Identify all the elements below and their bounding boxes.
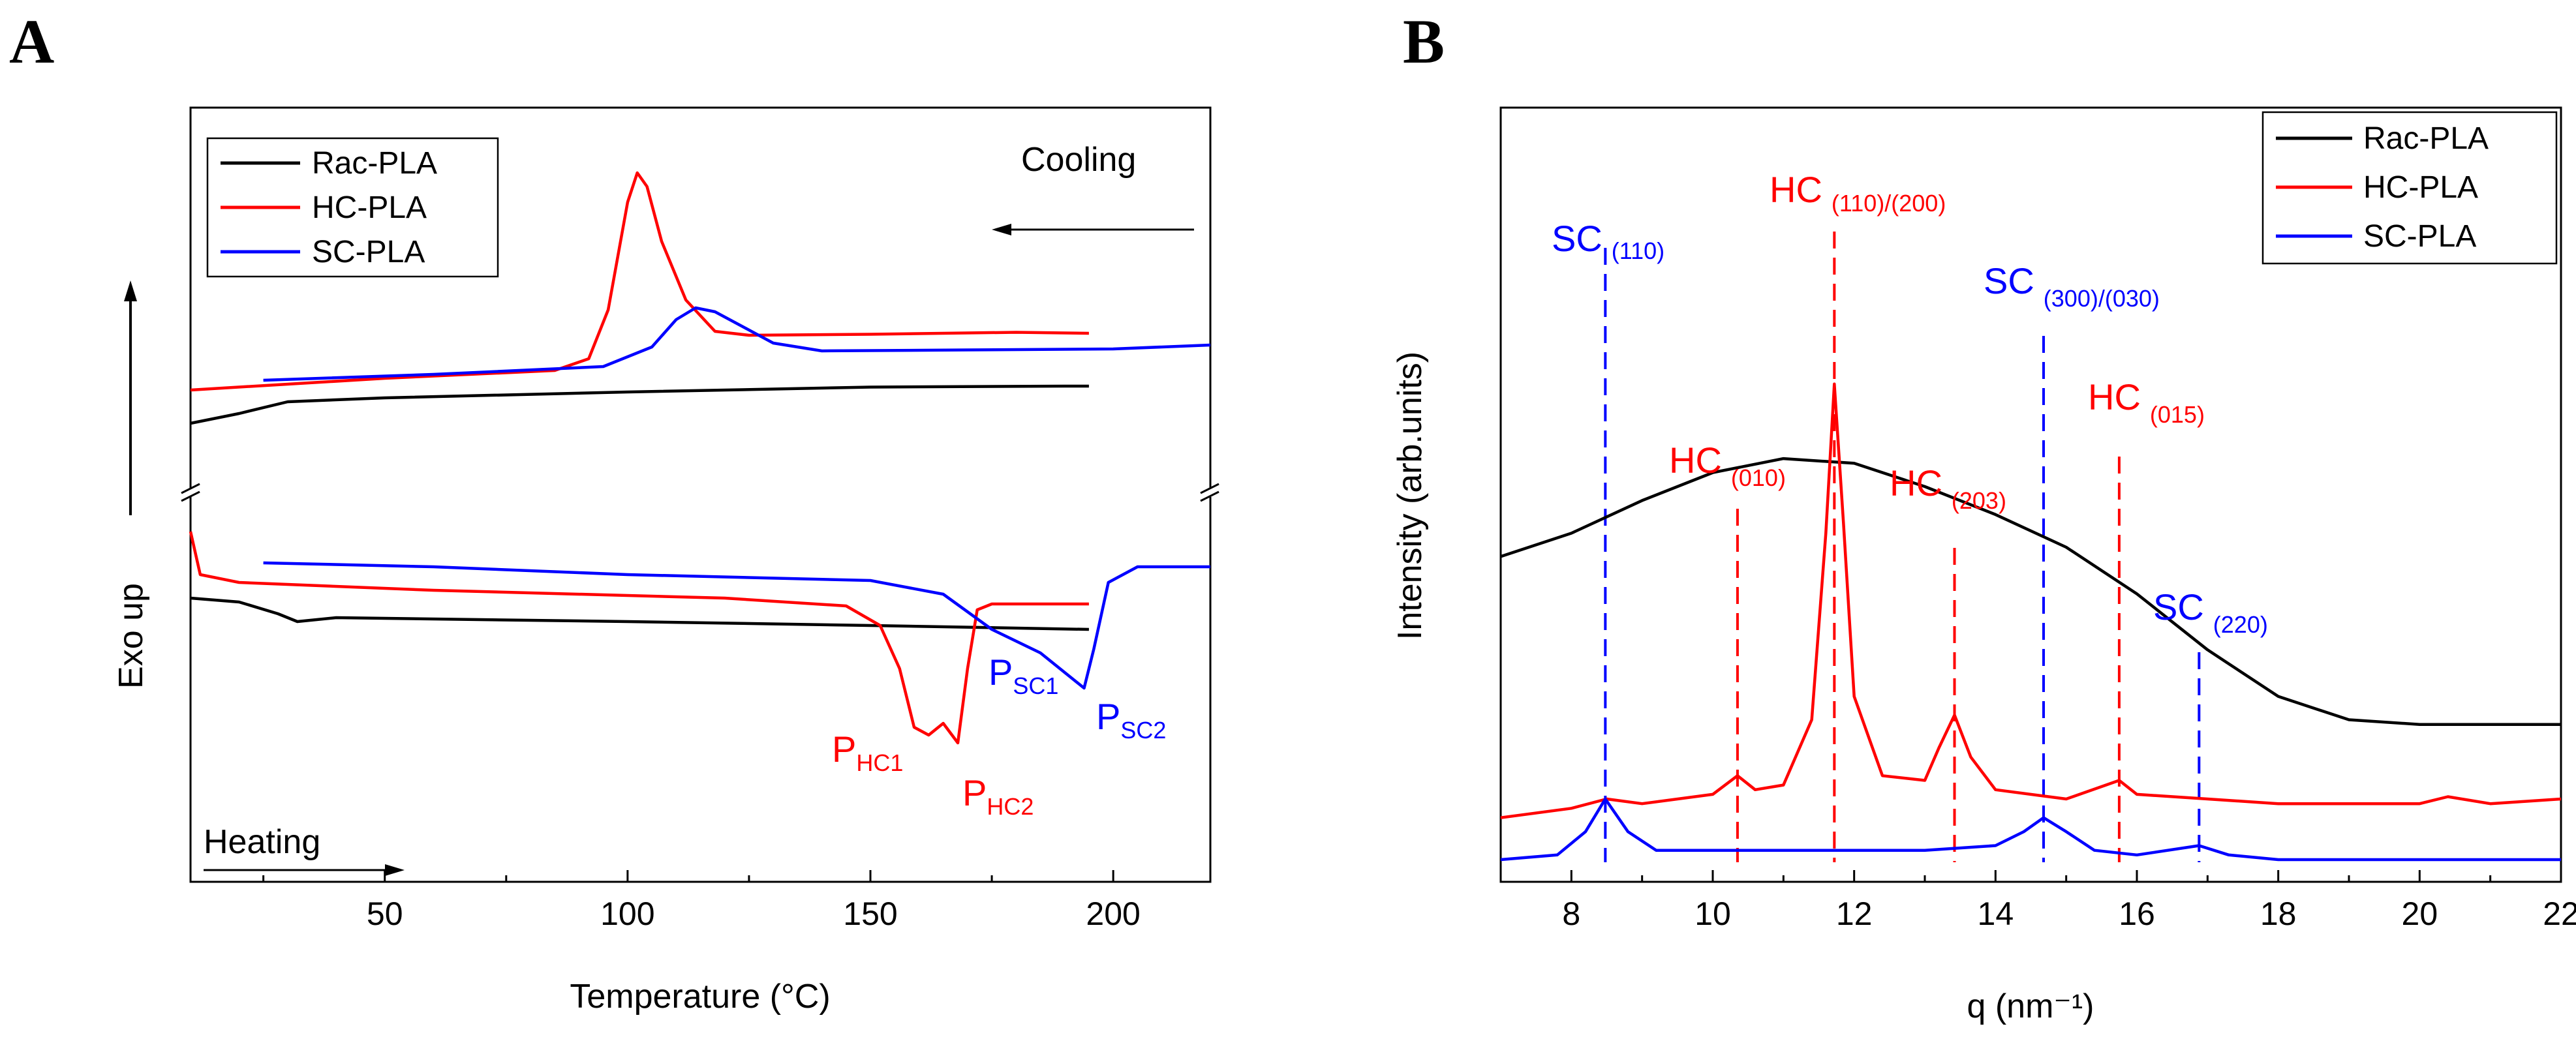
refl-label-sc-110: SC (110) — [1552, 218, 1664, 264]
x-tick-label-b-12: 12 — [1836, 896, 1873, 932]
series-b-hc-pla — [1500, 382, 2562, 819]
refl-label-hc-203: HC (203) — [1890, 462, 2006, 514]
heating-label: Heating — [204, 823, 320, 861]
x-tick-label-b-22: 22 — [2543, 896, 2576, 932]
cooling-label: Cooling — [1021, 141, 1136, 179]
panel-letter-a: A — [9, 7, 54, 76]
x-tick-label-b-10: 10 — [1694, 896, 1731, 932]
x-tick-label-b-14: 14 — [1978, 896, 2014, 932]
panel-b-reflection-markers — [1604, 232, 2201, 862]
panel-a-y-axis-title: Exo up — [112, 583, 150, 689]
peak-label-hc2: PHC2 — [962, 772, 1034, 820]
x-tick-label-a-150: 150 — [843, 896, 897, 932]
panel-b-chart: 8 10 12 14 16 18 20 22 q (nm⁻¹) Intensity (arb.… — [1391, 106, 2576, 1025]
panel-a-x-ticks: 50 100 150 200 — [262, 870, 1141, 932]
legend-b-label-rac: Rac-PLA — [2363, 121, 2489, 156]
series-b-rac-pla — [1500, 457, 2561, 726]
series-a-rac-pla-cooling — [190, 384, 1089, 425]
legend-a-label-sc: SC-PLA — [312, 235, 425, 269]
legend-a-label-rac: Rac-PLA — [312, 146, 437, 181]
panel-a-legend: Rac-PLA HC-PLA SC-PLA — [206, 137, 499, 278]
panel-b-frame — [1499, 106, 2562, 883]
x-tick-label-b-18: 18 — [2260, 896, 2297, 932]
x-tick-label-b-20: 20 — [2402, 896, 2438, 932]
x-tick-label-a-200: 200 — [1086, 896, 1140, 932]
panel-a-exo-up-arrow — [124, 280, 137, 515]
legend-a-label-hc: HC-PLA — [312, 190, 427, 225]
panel-b-legend: Rac-PLA HC-PLA SC-PLA — [2262, 111, 2558, 265]
x-tick-label-a-100: 100 — [600, 896, 654, 932]
refl-label-hc-110-200: HC (110)/(200) — [1770, 169, 1946, 217]
refl-label-hc-015: HC (015) — [2088, 376, 2205, 428]
panel-a-x-axis-title: Temperature (°C) — [570, 978, 830, 1016]
peak-label-sc2: PSC2 — [1096, 696, 1166, 744]
panel-letter-b: B — [1403, 7, 1445, 76]
x-tick-label-a-50: 50 — [367, 896, 403, 932]
panel-b-x-axis-title: q (nm⁻¹) — [1967, 987, 2094, 1025]
peak-label-sc1: PSC1 — [989, 652, 1058, 699]
panel-a-series — [189, 171, 1211, 745]
panel-b-series — [1500, 382, 2562, 862]
legend-b-label-hc: HC-PLA — [2363, 170, 2478, 205]
panel-a-chart: 50 100 150 200 Temperature (°C) Exo up Rac-… — [112, 106, 1220, 1016]
panel-b-y-axis-title: Intensity (arb.units) — [1391, 352, 1429, 640]
panel-a-axis-break-left — [181, 483, 201, 502]
series-a-sc-pla-heating — [263, 561, 1210, 690]
series-b-sc-pla — [1500, 797, 2561, 862]
cooling-arrow — [992, 224, 1194, 235]
series-a-hc-pla-cooling — [190, 171, 1089, 392]
panel-b-x-ticks: 8 10 12 14 16 18 20 22 — [1499, 870, 2576, 932]
refl-label-hc-010: HC (010) — [1669, 440, 1786, 491]
legend-b-label-sc: SC-PLA — [2363, 219, 2476, 254]
x-tick-label-b-8: 8 — [1562, 896, 1580, 932]
peak-label-hc1: PHC1 — [832, 729, 903, 776]
refl-label-sc-300-030: SC (300)/(030) — [1984, 260, 2160, 312]
x-tick-label-b-16: 16 — [2119, 896, 2155, 932]
series-a-hc-pla-heating — [189, 531, 1089, 745]
heating-arrow — [204, 864, 405, 876]
series-a-rac-pla-heating — [190, 596, 1089, 631]
series-a-sc-pla-cooling — [263, 306, 1211, 382]
panel-a-axis-break-right — [1200, 483, 1220, 502]
refl-label-sc-220: SC (220) — [2153, 586, 2268, 638]
